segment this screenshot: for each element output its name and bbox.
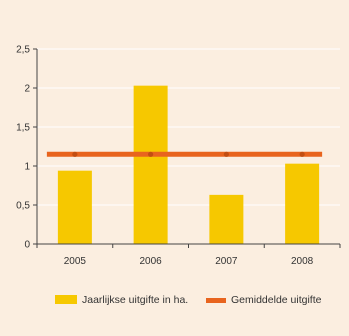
y-tick-labels: 0 0,5 1 1,5 2 2,5 [16, 45, 30, 251]
legend: Jaarlijkse uitgifte in ha. Gemiddelde ui… [55, 294, 322, 306]
bar-2006 [133, 85, 168, 244]
average-line-series [46, 151, 323, 157]
legend-bar-swatch [55, 295, 77, 304]
average-point-2005 [72, 151, 78, 157]
legend-line-swatch [206, 298, 226, 303]
x-tick-label: 2007 [215, 256, 238, 267]
bar-2008 [285, 163, 320, 244]
y-tick-label: 2,5 [16, 45, 30, 56]
x-tick-label: 2006 [140, 256, 163, 267]
axes [33, 48, 341, 248]
legend-bar-label: Jaarlijkse uitgifte in ha. [82, 294, 188, 306]
average-point-2008 [299, 151, 305, 157]
bar-series [57, 85, 320, 244]
x-tick-labels: 2005 2006 2007 2008 [64, 256, 314, 267]
x-tick-label: 2005 [64, 256, 87, 267]
y-tick-label: 1,5 [16, 123, 30, 134]
legend-line-label: Gemiddelde uitgifte [231, 294, 322, 306]
average-point-2006 [148, 151, 154, 157]
y-tick-label: 0,5 [16, 201, 30, 212]
y-tick-label: 2 [24, 84, 30, 95]
bar-2005 [57, 170, 92, 244]
bar-2007 [209, 194, 244, 244]
y-tick-label: 0 [24, 240, 30, 251]
average-point-2007 [223, 151, 229, 157]
y-tick-label: 1 [24, 162, 30, 173]
x-tick-label: 2008 [291, 256, 314, 267]
